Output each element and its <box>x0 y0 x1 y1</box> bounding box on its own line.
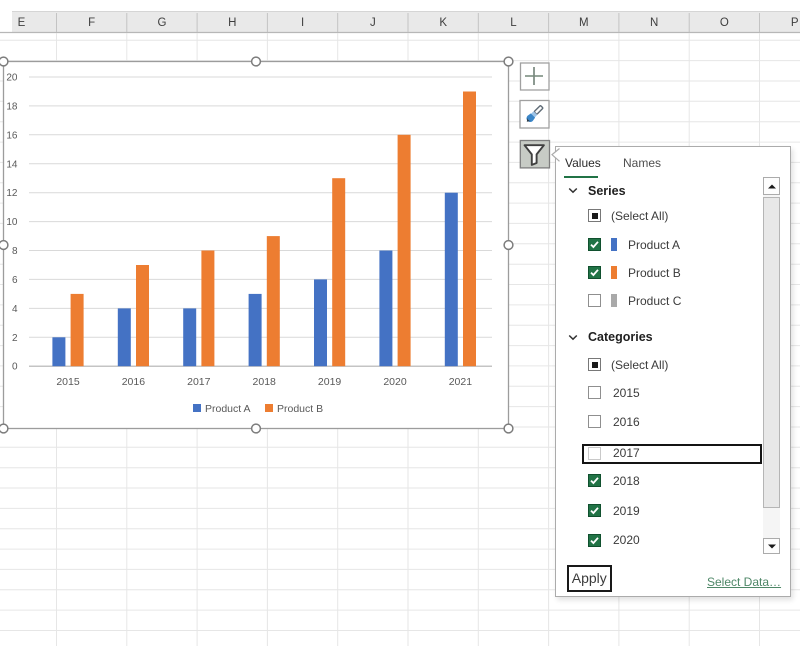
svg-text:2019: 2019 <box>318 376 342 388</box>
svg-text:L: L <box>510 17 517 29</box>
svg-text:2020: 2020 <box>383 376 407 388</box>
svg-text:2015: 2015 <box>56 376 80 388</box>
svg-text:2021: 2021 <box>449 376 473 388</box>
svg-text:I: I <box>301 17 304 29</box>
svg-text:K: K <box>439 17 447 29</box>
svg-text:6: 6 <box>12 275 18 286</box>
svg-text:Product B: Product B <box>277 403 323 415</box>
svg-text:O: O <box>720 17 729 29</box>
svg-text:16: 16 <box>6 130 18 141</box>
svg-text:E: E <box>18 17 26 29</box>
svg-text:2017: 2017 <box>187 376 211 388</box>
svg-text:Product A: Product A <box>205 403 251 415</box>
svg-text:12: 12 <box>6 188 18 199</box>
svg-text:N: N <box>650 17 658 29</box>
svg-text:F: F <box>88 17 95 29</box>
svg-text:20: 20 <box>6 73 18 84</box>
svg-text:18: 18 <box>6 101 18 112</box>
svg-text:H: H <box>228 17 236 29</box>
svg-text:14: 14 <box>6 159 18 170</box>
svg-text:2: 2 <box>12 333 18 344</box>
svg-text:J: J <box>370 17 376 29</box>
svg-text:8: 8 <box>12 246 18 257</box>
svg-text:G: G <box>158 17 167 29</box>
svg-text:P: P <box>791 17 799 29</box>
svg-text:10: 10 <box>6 217 18 228</box>
svg-text:2018: 2018 <box>253 376 277 388</box>
svg-text:0: 0 <box>12 362 18 373</box>
svg-text:4: 4 <box>12 304 18 315</box>
svg-text:2016: 2016 <box>122 376 146 388</box>
svg-text:M: M <box>579 17 589 29</box>
